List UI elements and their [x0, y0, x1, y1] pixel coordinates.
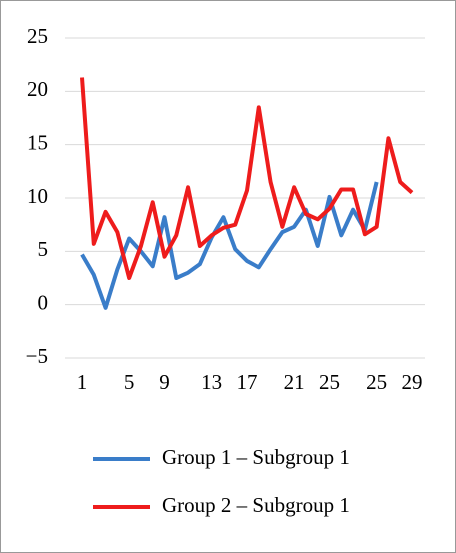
- x-tick-label: 13: [201, 370, 222, 394]
- y-tick-label: 25: [27, 24, 48, 48]
- series-line: [80, 181, 379, 310]
- x-tick-label: 17: [237, 370, 258, 394]
- y-tick-label: 15: [27, 130, 48, 154]
- y-tick-label: −5: [26, 344, 48, 368]
- x-tick-label: 25: [366, 370, 387, 394]
- x-tick-label: 29: [402, 370, 423, 394]
- legend-label: Group 1 – Subgroup 1: [162, 445, 350, 469]
- x-tick-label: 9: [159, 370, 170, 394]
- y-tick-label: 10: [27, 184, 48, 208]
- y-tick-label: 5: [38, 237, 49, 261]
- x-tick-label: 25: [319, 370, 340, 394]
- x-tick-label: 1: [77, 370, 88, 394]
- series-line: [80, 77, 414, 280]
- y-tick-label: 20: [27, 77, 48, 101]
- x-tick-label: 5: [124, 370, 135, 394]
- y-tick-label: 0: [38, 290, 49, 314]
- x-tick-label: 21: [284, 370, 305, 394]
- legend-label: Group 2 – Subgroup 1: [162, 493, 350, 517]
